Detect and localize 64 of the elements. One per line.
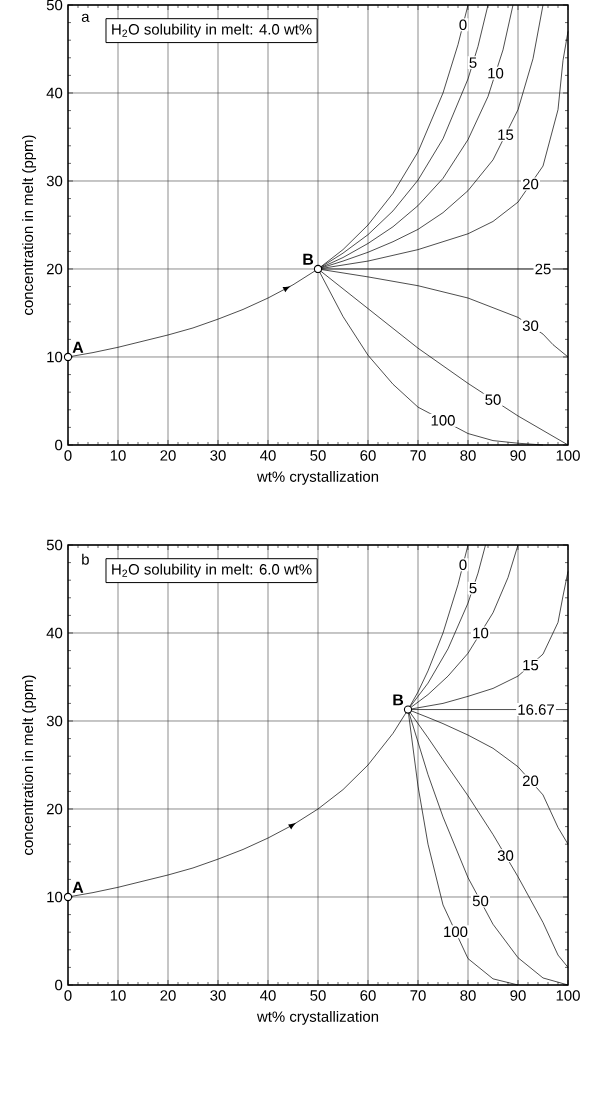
- annotation: A: [72, 881, 84, 893]
- series-label: 50: [472, 895, 489, 907]
- x-tick-label: 20: [160, 990, 176, 1001]
- x-tick-label: 30: [210, 990, 226, 1001]
- y-tick-label: 20: [46, 803, 63, 815]
- annotation: H$_{2}$O solubility in melt: 4.0 wt%: [112, 23, 312, 38]
- chart-title: a: [81, 13, 90, 22]
- x-tick-label: 40: [260, 990, 276, 1001]
- x-tick-label: 60: [360, 990, 376, 1001]
- y-axis-title: concentration in melt (ppm): [22, 675, 37, 855]
- y-tick-label: 10: [47, 891, 63, 903]
- y-tick-label: 0: [55, 439, 63, 451]
- x-tick-label: 70: [410, 450, 426, 461]
- x-tick-label: 20: [160, 450, 176, 461]
- x-tick-label: 90: [510, 450, 526, 461]
- series-label: 30: [497, 850, 514, 861]
- legend-label: 25: [535, 263, 551, 275]
- y-tick-label: 30: [46, 715, 63, 727]
- x-tick-label: 0: [64, 990, 72, 1001]
- legend-label: 20: [522, 775, 539, 787]
- y-tick-label: 20: [46, 263, 63, 275]
- x-tick-label: 100: [556, 990, 580, 1001]
- y-tick-label: 40: [46, 87, 63, 99]
- x-tick-label: 10: [110, 990, 126, 1001]
- y-tick-label: 10: [47, 351, 63, 363]
- legend-label: 15: [523, 659, 539, 671]
- series-label: 15: [498, 129, 514, 140]
- annotation: H$_{2}$O solubility in melt: 6.0 wt%: [112, 563, 312, 578]
- x-tick-label: 60: [360, 450, 376, 461]
- series-label: 10: [473, 627, 489, 639]
- y-tick-label: 40: [46, 627, 63, 639]
- x-tick-label: 50: [310, 450, 326, 461]
- y-tick-label: 50: [46, 0, 63, 11]
- x-tick-label: 0: [64, 450, 72, 461]
- x-axis-title: wt% crystallization: [256, 1010, 379, 1025]
- x-tick-label: 80: [460, 990, 476, 1001]
- x-tick-label: 30: [210, 450, 226, 461]
- annotation: B: [303, 253, 314, 265]
- series-label: 100: [431, 415, 455, 426]
- x-tick-label: 80: [460, 450, 476, 461]
- y-tick-label: 0: [55, 979, 63, 991]
- y-axis-title: concentration in melt (ppm): [22, 135, 37, 315]
- series-label: 10: [488, 67, 504, 79]
- series-label: 100: [444, 926, 468, 938]
- annotation: A: [72, 341, 84, 353]
- series-label: 0: [459, 19, 467, 31]
- x-tick-label: 40: [260, 450, 276, 461]
- chart-title: b: [82, 553, 89, 565]
- legend-label: 20: [522, 178, 539, 190]
- series-label: 5: [469, 57, 477, 68]
- x-tick-label: 100: [556, 450, 580, 461]
- annotation: B: [393, 694, 404, 706]
- x-axis-title: wt% crystallization: [256, 470, 379, 485]
- y-tick-label: 50: [46, 539, 63, 551]
- legend-label: 16.67: [518, 704, 554, 715]
- x-tick-label: 70: [410, 990, 426, 1001]
- series-label: 50: [485, 394, 501, 405]
- x-tick-label: 10: [110, 450, 126, 461]
- series-label: 0: [459, 559, 467, 571]
- series-label: 5: [469, 582, 477, 594]
- legend-label: 30: [522, 320, 539, 332]
- x-tick-label: 50: [310, 990, 326, 1001]
- y-tick-label: 30: [46, 175, 63, 187]
- x-tick-label: 90: [510, 990, 526, 1001]
